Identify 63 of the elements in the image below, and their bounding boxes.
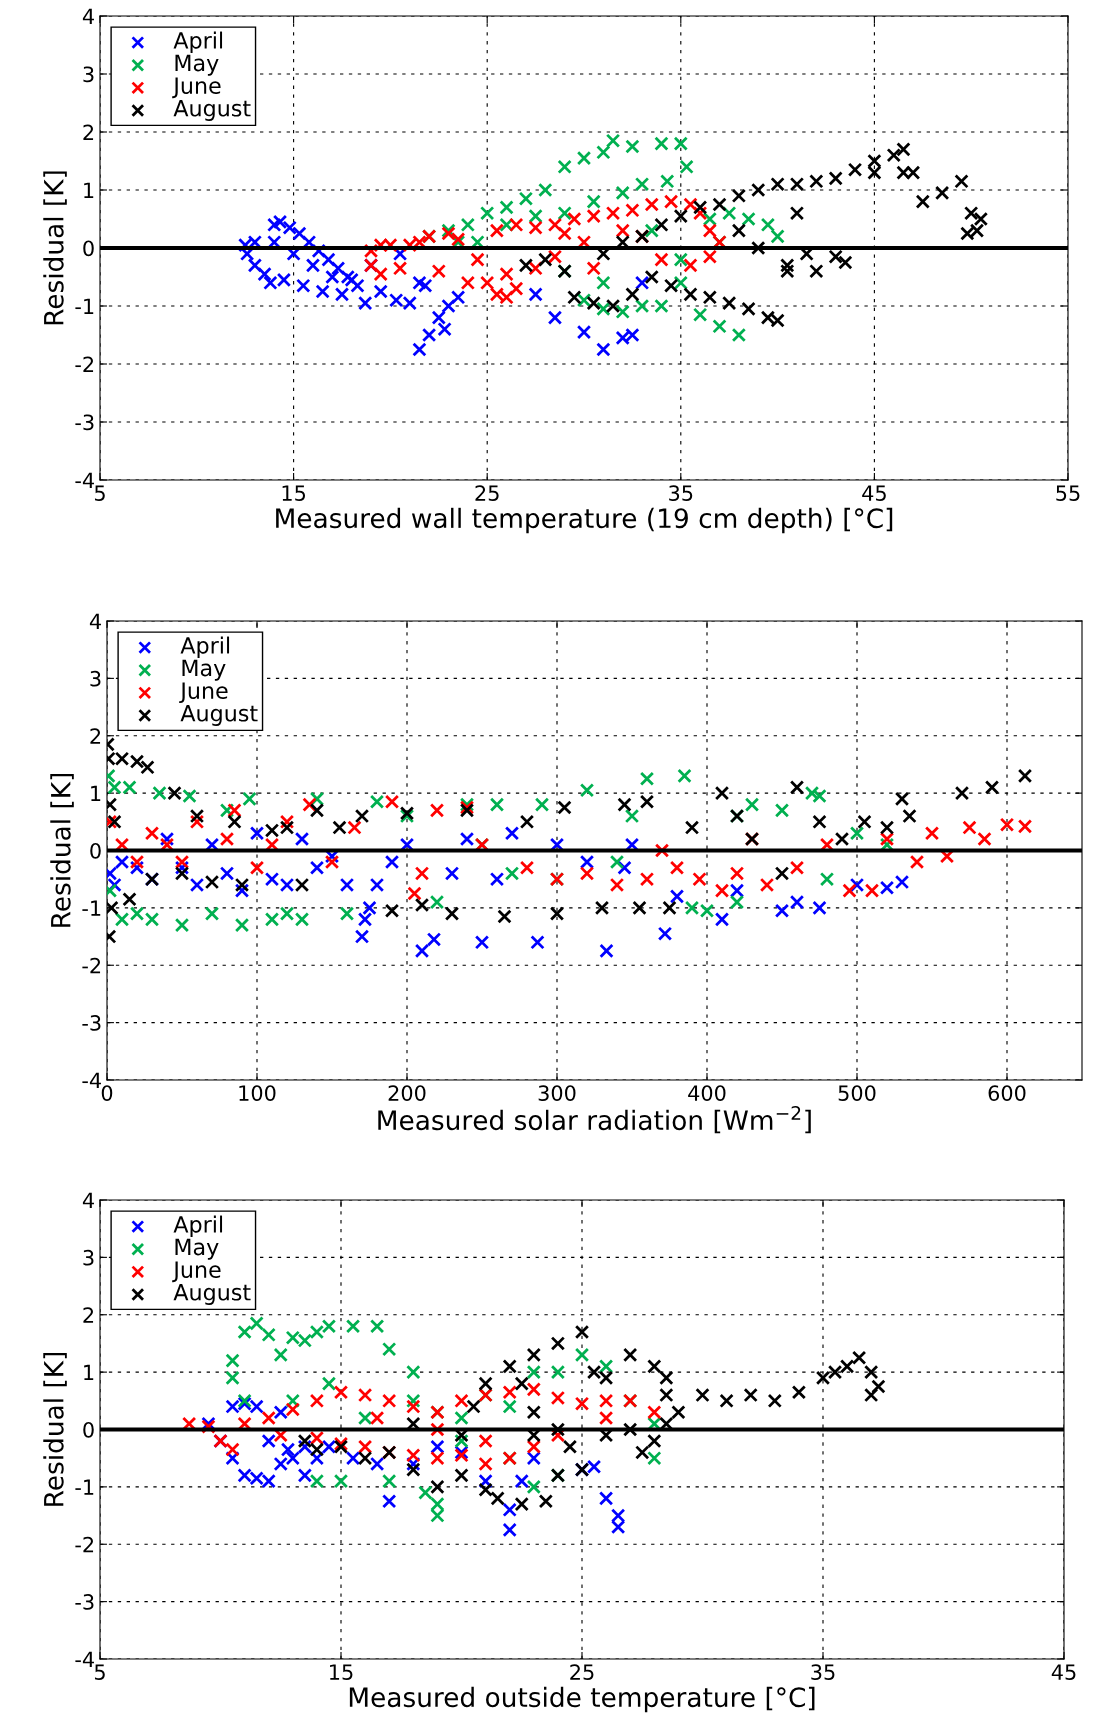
y-tick-label: -3 [82, 1015, 101, 1031]
y-tick-label: 1 [84, 182, 94, 198]
y-tick-label: 2 [83, 1307, 94, 1323]
x-tick-label: 25 [570, 1664, 594, 1680]
x-tick-label: 25 [475, 485, 499, 501]
y-axis-title: Residual [K] [50, 773, 74, 927]
x-tick-label: 35 [669, 485, 693, 501]
y-tick-label: 2 [83, 124, 94, 140]
legend-label: April [173, 1215, 223, 1238]
y-tick-label: -2 [75, 356, 94, 372]
legend-label: June [172, 1261, 221, 1283]
y-tick-label: 1 [91, 785, 101, 802]
y-tick-label: -3 [75, 1594, 94, 1610]
y-tick-label: 3 [83, 1249, 94, 1266]
y-tick-label: 3 [83, 66, 94, 83]
y-tick-label: 1 [84, 1364, 94, 1381]
legend-label: June [179, 682, 228, 704]
x-tick-label: 45 [862, 485, 886, 501]
legend-label: May [182, 659, 226, 681]
y-tick-label: 2 [90, 728, 101, 744]
x-tick-label: 200 [388, 1085, 426, 1101]
x-tick-label: 0 [101, 1085, 113, 1101]
x-tick-label: 600 [988, 1085, 1026, 1101]
y-tick-label: -1 [75, 298, 94, 314]
legend-label: August [180, 705, 258, 726]
y-tick-label: -2 [82, 957, 101, 974]
legend-label: June [172, 77, 221, 99]
y-tick-label: 3 [90, 670, 101, 687]
x-axis-title: Measured solar radiation [Wm$^{−2}$] [378, 1106, 811, 1134]
y-tick-label: 0 [83, 1421, 94, 1438]
y-tick-label: 0 [90, 842, 101, 859]
y-tick-label: -2 [75, 1536, 94, 1553]
legend-label: May [175, 1238, 219, 1260]
y-tick-label: 4 [89, 613, 101, 629]
y-tick-label: -3 [75, 414, 94, 431]
x-tick-label: 45 [1051, 1664, 1076, 1680]
legend-label: May [175, 54, 219, 76]
x-tick-label: 5 [94, 485, 105, 501]
legend-label: April [180, 636, 230, 659]
y-tick-label: -4 [75, 472, 94, 488]
y-tick-label: -4 [82, 1072, 101, 1088]
legend-label: August [173, 1284, 251, 1305]
legend-label: August [173, 100, 251, 121]
x-tick-label: 400 [688, 1085, 726, 1101]
x-tick-label: 5 [94, 1664, 105, 1680]
x-tick-label: 15 [282, 485, 306, 501]
y-tick-label: 4 [82, 8, 94, 24]
legend-label: April [173, 31, 223, 54]
y-tick-label: 4 [82, 1192, 94, 1208]
x-tick-label: 55 [1056, 485, 1080, 501]
x-axis-title: Measured outside temperature [°C] [349, 1686, 815, 1713]
y-tick-label: 0 [83, 240, 94, 257]
x-tick-label: 500 [838, 1085, 876, 1101]
y-tick-label: -1 [75, 1479, 94, 1495]
y-axis-title: Residual [K] [43, 171, 67, 325]
x-axis-title: Measured wall temperature (19 cm depth) [°C] [276, 507, 893, 534]
y-axis-title: Residual [K] [43, 1352, 67, 1506]
x-tick-label: 15 [330, 1664, 353, 1680]
x-tick-label: 100 [239, 1085, 276, 1101]
y-tick-label: -1 [82, 900, 101, 916]
x-tick-label: 35 [811, 1664, 835, 1680]
y-tick-label: -4 [75, 1651, 94, 1667]
x-tick-label: 300 [538, 1085, 576, 1101]
